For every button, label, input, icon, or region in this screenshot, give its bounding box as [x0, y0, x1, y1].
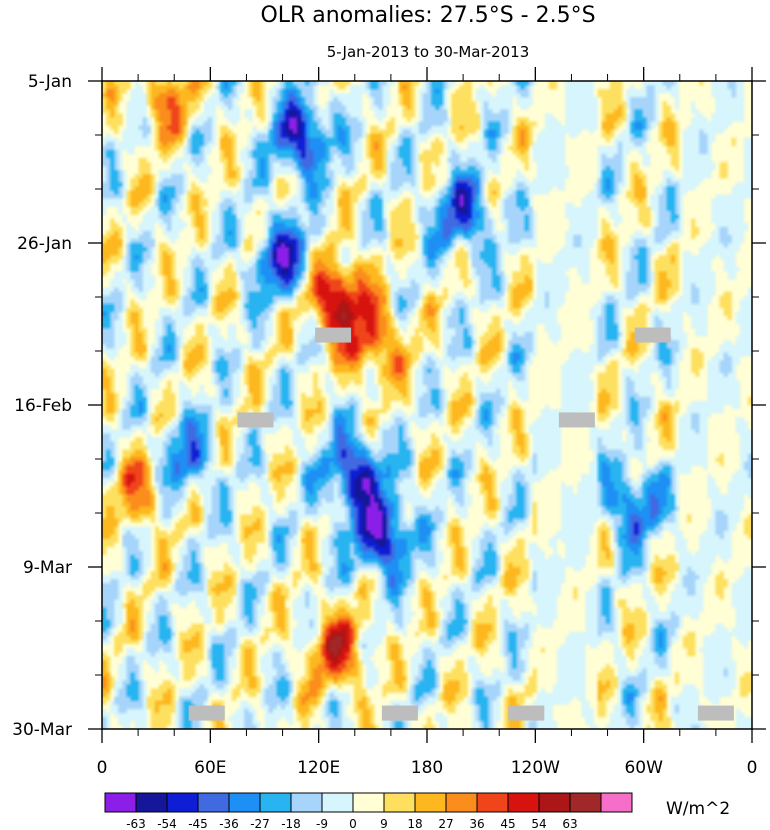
y-tick-label: 30-Mar [12, 720, 72, 740]
y-tick-label: 5-Jan [28, 72, 72, 92]
colorbar-box [383, 792, 416, 813]
colorbar-box [104, 792, 137, 813]
y-tick-label: 16-Feb [14, 396, 72, 416]
missing-data-marker [697, 705, 734, 721]
colorbar-label: 45 [500, 817, 515, 830]
colorbar-box [476, 792, 509, 813]
colorbar-box [321, 792, 354, 813]
missing-data-marker [508, 705, 545, 721]
anomaly-field [102, 81, 752, 729]
x-tick-label: 180 [411, 758, 443, 778]
colorbar-label: -63 [126, 817, 146, 830]
colorbar-box [414, 792, 447, 813]
y-tick-label: 9-Mar [23, 558, 72, 578]
missing-data-marker [634, 327, 671, 343]
colorbar: -63 -54 -45 -36 -27 -18 -9 0 9 18 27 36 45 54 63 [104, 792, 633, 830]
y-axis: 5-Jan 26-Jan 16-Feb 9-Mar 30-Mar [12, 72, 766, 740]
colorbar-box [569, 792, 602, 813]
x-tick-label: 0 [97, 758, 108, 778]
colorbar-label: 18 [407, 817, 422, 830]
colorbar-label: -54 [157, 817, 177, 830]
missing-data-marker [188, 705, 225, 721]
colorbar-label: 36 [469, 817, 484, 830]
colorbar-box [166, 792, 199, 813]
colorbar-label: 0 [349, 817, 357, 830]
missing-data-marker [315, 327, 352, 343]
colorbar-label: 27 [438, 817, 453, 830]
colorbar-box [228, 792, 261, 813]
x-tick-label: 120W [511, 758, 560, 778]
colorbar-label: 54 [531, 817, 546, 830]
missing-data-marker [558, 412, 595, 428]
colorbar-box [197, 792, 230, 813]
missing-data-marker [381, 705, 418, 721]
colorbar-label: -45 [188, 817, 208, 830]
chart-title: OLR anomalies: 27.5°S - 2.5°S [260, 3, 595, 28]
missing-data-marker [237, 412, 274, 428]
colorbar-label: -18 [281, 817, 301, 830]
x-tick-label: 120E [297, 758, 340, 778]
colorbar-box [352, 792, 385, 813]
colorbar-label: -36 [219, 817, 239, 830]
colorbar-unit: W/m^2 [666, 799, 730, 819]
x-tick-label: 60E [194, 758, 226, 778]
colorbar-box [507, 792, 540, 813]
colorbar-box [259, 792, 292, 813]
colorbar-box [600, 792, 633, 813]
colorbar-label: 63 [562, 817, 577, 830]
chart-subtitle: 5-Jan-2013 to 30-Mar-2013 [327, 43, 530, 61]
colorbar-box [290, 792, 323, 813]
missing-data-layer [188, 327, 734, 721]
colorbar-label: -9 [316, 817, 328, 830]
colorbar-label: 9 [380, 817, 388, 830]
colorbar-box [538, 792, 571, 813]
colorbar-box [135, 792, 168, 813]
x-tick-label: 60W [624, 758, 663, 778]
x-tick-label: 0 [747, 758, 758, 778]
y-tick-label: 26-Jan [17, 234, 72, 254]
colorbar-box [445, 792, 478, 813]
plot-area [101, 80, 753, 730]
colorbar-label: -27 [250, 817, 270, 830]
x-axis: 0 60E 120E 180 120W 60W 0 [97, 67, 758, 778]
